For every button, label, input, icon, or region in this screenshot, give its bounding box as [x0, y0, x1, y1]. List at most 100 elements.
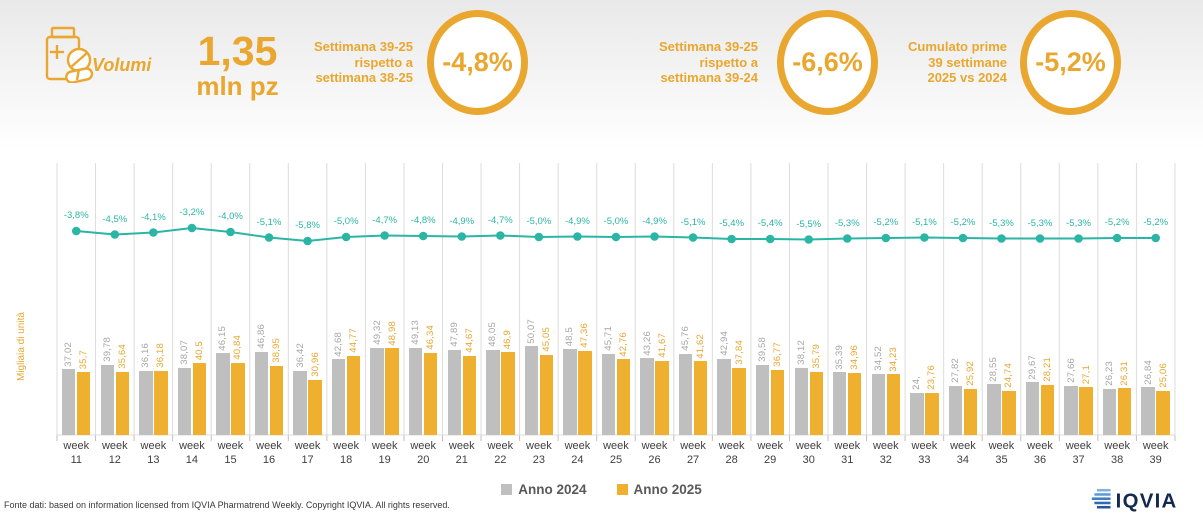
line-value-label: -4,9%: [565, 215, 590, 227]
bar-2025: [501, 351, 515, 435]
line-value-label: -5,2%: [873, 217, 899, 228]
bar-value-label-2025: 30,96: [309, 352, 321, 378]
bar-2024: [409, 348, 423, 435]
bar-2024: [871, 373, 886, 435]
bar-value-label-2024: 47,89: [448, 322, 460, 348]
bar-value-label-2024: 34,52: [872, 346, 884, 371]
bar-2024: [370, 347, 384, 435]
bar-2024: [948, 385, 963, 435]
x-tick-label: week 15: [217, 440, 244, 466]
bar-value-label-2024: 37,02: [63, 341, 75, 367]
legend-swatch-2025: [616, 484, 628, 495]
bar-2024: [524, 346, 539, 435]
bar-2024: [331, 359, 346, 435]
bar-value-label-2024: 42,94: [718, 331, 730, 356]
line-value-label: -5,4%: [757, 218, 783, 229]
bar-value-label-2024: 42,68: [333, 331, 345, 357]
bar-2025: [1117, 388, 1132, 435]
line-value-label: -3,2%: [179, 207, 205, 218]
line-value-label: -5,1%: [256, 216, 282, 228]
bar-value-label-2025: 35,64: [116, 344, 128, 369]
bar-value-label-2024: 45,76: [680, 326, 692, 352]
line-value-label: -5,2%: [1143, 217, 1169, 228]
bar-2024: [100, 364, 115, 435]
bar-value-label-2024: 49,13: [410, 320, 422, 346]
kpi-value-week-vs-prev-year: -6,6%: [777, 10, 878, 115]
x-tick-label: week 22: [487, 440, 514, 466]
line-value-label: -5,2%: [950, 217, 976, 228]
x-tick-label: week 39: [1142, 440, 1169, 466]
bar-value-label-2025: 37,84: [733, 340, 745, 366]
headline-metric: 1,35 mln pz: [185, 30, 290, 100]
x-tick-label: week 18: [333, 440, 359, 466]
x-tick-label: week 30: [795, 440, 822, 466]
bar-2025: [269, 366, 284, 435]
kpi-label-cumulative: Cumulato prime 39 settimane 2025 vs 2024: [908, 39, 1007, 85]
bar-value-label-2025: 41,62: [695, 333, 707, 359]
bar-2024: [1141, 387, 1155, 435]
x-tick-label: week 20: [410, 440, 437, 466]
bar-2025: [1002, 391, 1016, 435]
bar-2024: [717, 358, 731, 435]
metric-value: 1,35: [197, 28, 278, 74]
kpi-value-week-vs-prev-week: -4,8%: [427, 10, 528, 115]
bar-2024: [216, 353, 230, 435]
bar-2024: [486, 349, 500, 435]
legend-item-2025: Anno 2025: [616, 482, 702, 497]
bar-2024: [910, 392, 924, 435]
bar-2024: [254, 352, 269, 435]
x-tick-label: week 24: [564, 440, 591, 466]
bar-value-label-2025: 46,34: [425, 325, 437, 350]
bar-2024: [62, 369, 76, 435]
legend-swatch-2024: [501, 484, 513, 495]
x-tick-label: week 12: [101, 440, 128, 466]
bar-value-label-2024: 46,15: [217, 325, 229, 351]
line-value-label: -4,7%: [372, 214, 398, 226]
x-tick-label: week 37: [1065, 440, 1092, 466]
bar-2024: [447, 350, 461, 435]
line-value-label: -4,0%: [218, 211, 243, 222]
bar-2025: [424, 352, 438, 435]
bar-value-label-2025: 45,05: [540, 327, 552, 353]
bar-value-label-2025: 23,76: [926, 365, 938, 390]
line-value-label: -3,8%: [63, 210, 89, 221]
bar-value-label-2024: 50,07: [525, 318, 537, 344]
bar-value-label-2024: 45,71: [602, 326, 614, 352]
bar-2025: [809, 371, 823, 435]
bar-2025: [77, 371, 91, 435]
bar-2025: [848, 373, 862, 435]
x-tick-label: week 31: [834, 440, 861, 466]
bar-value-label-2024: 29,67: [1027, 354, 1039, 380]
bar-2024: [1025, 382, 1040, 435]
bar-2025: [963, 389, 978, 435]
bar-value-label-2025: 34,23: [887, 346, 899, 372]
bar-2025: [886, 374, 901, 435]
line-value-label: -5,3%: [1027, 217, 1053, 229]
bar-2025: [655, 361, 669, 435]
x-tick-label: week 17: [294, 440, 321, 466]
x-tick-label: week 38: [1104, 440, 1130, 466]
bar-value-label-2025: 42,76: [617, 331, 629, 357]
bar-value-label-2025: 24,74: [1003, 363, 1015, 389]
bar-value-label-2024: 43,26: [641, 330, 653, 356]
line-value-label: -5,2%: [1104, 217, 1130, 228]
line-value-label: -5,8%: [295, 220, 320, 231]
bar-2025: [539, 355, 554, 435]
bar-value-label-2024: 24,: [911, 375, 923, 390]
bar-value-label-2025: 34,96: [849, 345, 861, 371]
iqvia-wordmark: IQVIA: [1116, 491, 1178, 513]
bar-value-label-2024: 26,23: [1104, 360, 1116, 386]
bar-2024: [177, 367, 192, 435]
x-tick-label: week 13: [140, 440, 167, 466]
bar-2024: [563, 349, 577, 435]
bar-2025: [231, 362, 245, 435]
bar-2025: [1079, 387, 1093, 435]
bar-value-label-2025: 46,9: [502, 329, 514, 349]
bar-value-label-2025: 40,84: [232, 334, 244, 360]
line-value-label: -5,1%: [680, 216, 706, 228]
bar-2024: [678, 354, 693, 435]
bar-value-label-2024: 27,66: [1065, 358, 1077, 384]
line-value-label: -4,1%: [140, 211, 166, 223]
x-tick-label: week 19: [371, 440, 398, 466]
